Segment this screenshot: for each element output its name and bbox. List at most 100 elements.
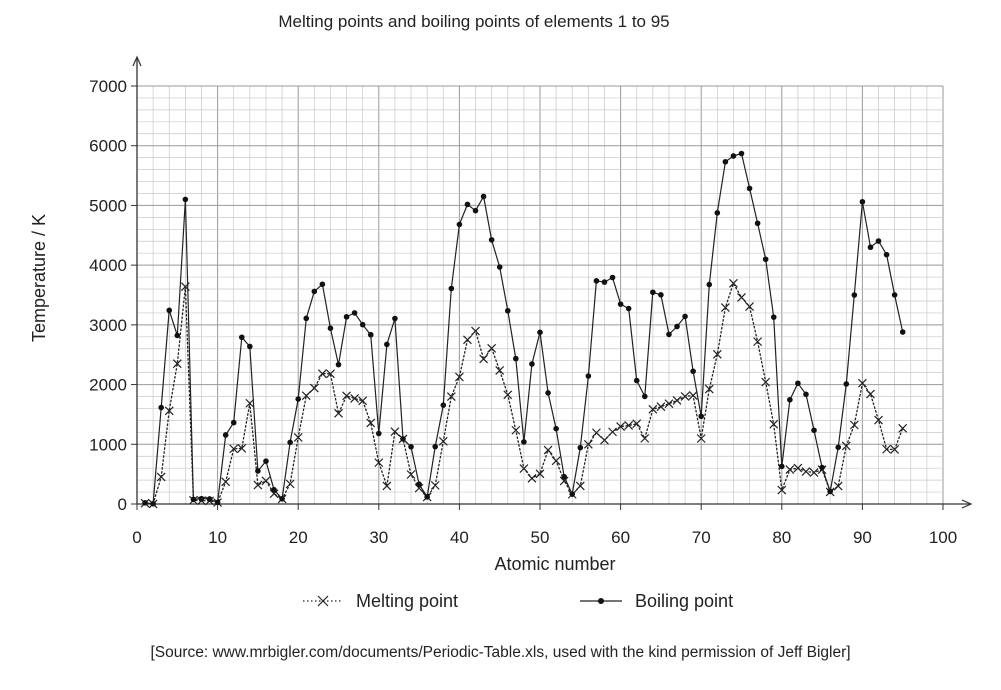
melting-point-marker — [720, 303, 730, 312]
melting-point-marker — [890, 445, 900, 454]
boiling-point-marker — [835, 444, 842, 451]
boiling-point-marker — [811, 427, 817, 434]
boiling-point-marker — [722, 158, 729, 165]
boiling-point-marker — [738, 150, 745, 157]
melting-point-marker — [793, 463, 803, 473]
boiling-point-marker — [859, 198, 866, 205]
melting-point-marker — [632, 419, 642, 429]
boiling-point-marker — [440, 402, 447, 408]
legend-item-melting-point: Melting point — [303, 591, 458, 611]
melting-point-marker — [293, 432, 303, 442]
melting-point-marker — [156, 472, 166, 482]
melting-point-marker — [285, 479, 295, 489]
boiling-point-marker — [456, 221, 463, 228]
melting-point-marker — [551, 456, 561, 466]
melting-point-marker — [487, 343, 497, 353]
series-boiling-point — [142, 150, 906, 507]
legend-marker-boiling — [598, 598, 604, 604]
boiling-point-marker — [658, 292, 664, 298]
x-tick-labels: 0 10 20 30 40 50 60 70 80 90 100 — [132, 504, 957, 547]
x-tick-label: 100 — [929, 528, 957, 547]
melting-point-marker — [696, 434, 706, 443]
boiling-point-marker — [255, 468, 261, 474]
boiling-point-marker — [641, 393, 648, 400]
x-axis-label: Atomic number — [494, 554, 615, 574]
boiling-point-marker — [424, 494, 430, 500]
boiling-point-marker — [335, 361, 342, 368]
grid — [137, 85, 944, 504]
boiling-point-marker — [803, 391, 809, 398]
melting-point-marker — [583, 439, 593, 449]
boiling-point-marker — [303, 315, 310, 322]
melting-point-marker — [712, 349, 722, 359]
melting-point-marker — [374, 458, 384, 468]
boiling-point-marker — [875, 238, 882, 244]
boiling-point-marker — [504, 307, 511, 314]
boiling-point-marker — [464, 201, 471, 208]
boiling-point-marker — [311, 288, 318, 295]
melting-point-marker — [801, 467, 811, 476]
boiling-point-marker — [795, 380, 801, 387]
boiling-point-marker — [392, 315, 398, 322]
boiling-point-marker — [384, 341, 390, 348]
legend-label-melting-point: Melting point — [356, 591, 458, 611]
y-tick-label: 1000 — [89, 435, 127, 454]
melting-point-marker — [874, 415, 883, 425]
boiling-point-marker — [827, 488, 833, 495]
boiling-point-marker — [408, 443, 414, 450]
melting-point-marker — [334, 408, 343, 418]
boiling-point-marker — [174, 332, 181, 339]
boiling-point-marker — [327, 325, 334, 332]
melting-point-marker — [729, 278, 738, 288]
boiling-point-marker — [698, 413, 704, 420]
melting-point-marker — [866, 389, 875, 399]
x-tick-label: 10 — [208, 528, 227, 547]
melting-point-marker — [471, 326, 480, 336]
boiling-point-marker — [279, 496, 285, 502]
y-tick-label: 2000 — [89, 376, 127, 395]
melting-point-marker — [350, 394, 360, 403]
melting-point-marker — [390, 427, 400, 437]
boiling-point-marker — [891, 292, 898, 298]
melting-point-marker — [358, 396, 368, 406]
boiling-point-marker — [271, 486, 277, 493]
melting-point-marker — [640, 433, 650, 443]
melting-point-marker — [745, 302, 754, 312]
melting-point-marker — [172, 359, 182, 369]
boiling-point-marker — [496, 264, 503, 270]
boiling-point-marker — [158, 404, 164, 411]
boiling-point-marker — [787, 396, 793, 403]
melting-point-marker — [672, 396, 682, 405]
x-tick-label: 80 — [772, 528, 791, 547]
melting-point-marker — [857, 378, 867, 388]
boiling-point-marker — [666, 331, 672, 338]
x-tick-label: 70 — [692, 528, 711, 547]
melting-point-marker — [454, 372, 464, 382]
melting-point-marker — [841, 441, 851, 451]
boiling-point-marker — [488, 237, 495, 243]
axes — [132, 55, 973, 509]
x-tick-label: 30 — [369, 528, 388, 547]
melting-point-marker — [680, 391, 690, 401]
boiling-point-marker — [746, 185, 753, 192]
boiling-point-marker — [367, 331, 374, 338]
boiling-point-marker — [674, 323, 680, 330]
y-tick-label: 7000 — [89, 77, 127, 96]
melting-point-marker — [511, 425, 521, 435]
melting-point-marker — [430, 480, 440, 490]
boiling-point-marker — [819, 464, 825, 471]
x-tick-label: 60 — [611, 528, 630, 547]
boiling-point-marker — [416, 481, 422, 487]
boiling-point-marker — [867, 244, 874, 251]
melting-point-marker — [616, 422, 626, 431]
boiling-point-marker — [650, 289, 656, 296]
melting-point-marker — [664, 399, 674, 409]
boiling-point-marker — [569, 491, 576, 497]
boiling-point-marker — [376, 430, 382, 437]
boiling-point-marker — [770, 314, 777, 320]
boiling-point-marker — [625, 305, 632, 312]
y-tick-label: 3000 — [89, 316, 127, 335]
boiling-point-marker — [883, 251, 890, 258]
boiling-point-marker — [198, 495, 205, 502]
y-tick-label: 5000 — [89, 196, 127, 215]
